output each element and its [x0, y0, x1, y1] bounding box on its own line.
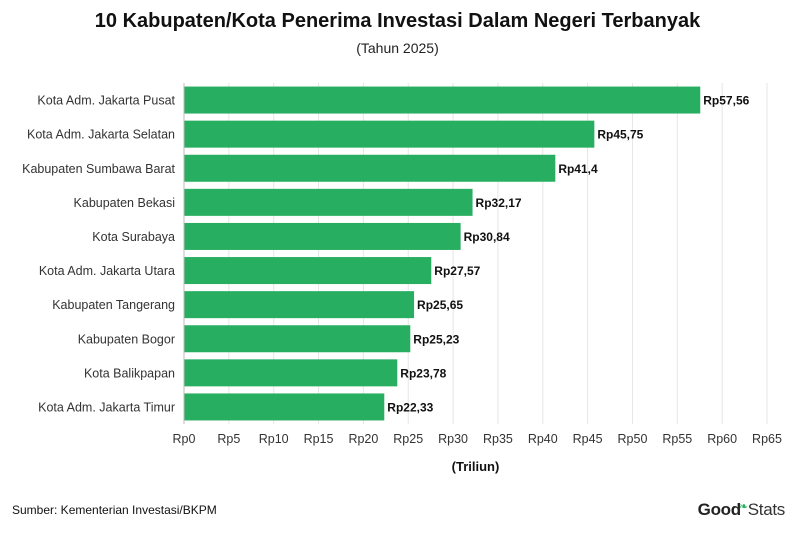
- x-tick-label: Rp50: [618, 432, 648, 446]
- logo-good-text: Good: [697, 500, 741, 519]
- value-label: Rp57,56: [703, 94, 749, 108]
- x-tick-label: Rp15: [304, 432, 334, 446]
- category-label: Kabupaten Bekasi: [74, 196, 175, 210]
- x-tick-label: Rp25: [393, 432, 423, 446]
- category-label: Kabupaten Bogor: [78, 332, 175, 346]
- value-label: Rp30,84: [464, 230, 510, 244]
- category-label: Kota Adm. Jakarta Utara: [39, 264, 175, 278]
- category-label: Kota Surabaya: [92, 230, 175, 244]
- x-tick-label: Rp60: [707, 432, 737, 446]
- bar: [184, 222, 461, 250]
- value-label: Rp41,4: [558, 162, 598, 176]
- category-label: Kabupaten Sumbawa Barat: [22, 162, 175, 176]
- chart-subtitle: (Tahun 2025): [356, 40, 439, 56]
- value-label: Rp22,33: [387, 400, 433, 414]
- x-tick-label: Rp0: [173, 432, 196, 446]
- x-tick-label: Rp35: [483, 432, 513, 446]
- category-label: Kabupaten Tangerang: [52, 298, 175, 312]
- bar: [184, 257, 432, 285]
- category-label: Kota Balikpapan: [84, 366, 175, 380]
- value-label: Rp32,17: [476, 196, 522, 210]
- x-tick-label: Rp20: [348, 432, 378, 446]
- value-label: Rp23,78: [400, 366, 446, 380]
- goodstats-logo: Good❧Stats: [697, 500, 786, 520]
- x-tick-label: Rp30: [438, 432, 468, 446]
- bar: [184, 86, 701, 114]
- x-tick-label: Rp5: [217, 432, 240, 446]
- category-label: Kota Adm. Jakarta Timur: [38, 400, 175, 414]
- x-axis-label: (Triliun): [452, 459, 500, 474]
- bar: [184, 188, 473, 216]
- leaf-icon: ❧: [738, 501, 748, 513]
- x-tick-label: Rp65: [752, 432, 782, 446]
- bar: [184, 120, 595, 148]
- bar: [184, 393, 385, 421]
- bar: [184, 325, 411, 353]
- source-note: Sumber: Kementerian Investasi/BKPM: [12, 503, 217, 517]
- bar: [184, 359, 398, 387]
- x-tick-label: Rp55: [662, 432, 692, 446]
- bar: [184, 291, 415, 319]
- logo-stats-text: Stats: [747, 500, 786, 519]
- chart-title: 10 Kabupaten/Kota Penerima Investasi Dal…: [94, 10, 701, 32]
- x-tick-label: Rp40: [528, 432, 558, 446]
- category-label: Kota Adm. Jakarta Selatan: [27, 128, 175, 142]
- bar: [184, 154, 556, 182]
- value-label: Rp27,57: [434, 264, 480, 278]
- category-label: Kota Adm. Jakarta Pusat: [37, 94, 175, 108]
- value-label: Rp45,75: [597, 128, 643, 142]
- x-tick-label: Rp45: [573, 432, 603, 446]
- x-tick-label: Rp10: [259, 432, 289, 446]
- value-label: Rp25,65: [417, 298, 463, 312]
- value-label: Rp25,23: [413, 332, 459, 346]
